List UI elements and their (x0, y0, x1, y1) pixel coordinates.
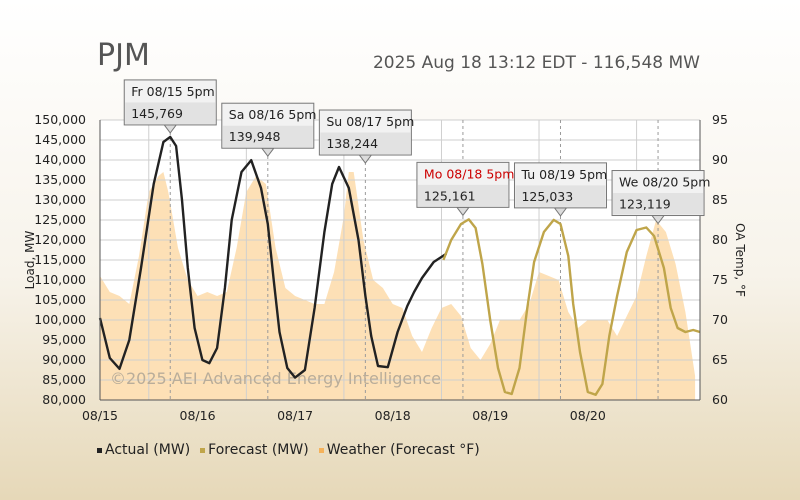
callout-day-label: We 08/20 5pm (619, 175, 710, 190)
y-tick-label: 80,000 (42, 392, 86, 407)
y-tick-label: 140,000 (34, 152, 86, 167)
callout-value-label: 123,119 (619, 197, 671, 212)
legend-item-forecast[interactable]: Forecast (MW) (200, 442, 309, 458)
headline-current-load: 116,548 MW (592, 53, 700, 73)
x-tick-label: 08/18 (375, 408, 411, 423)
peak-callout: Mo 08/18 5pm 125,161 (416, 161, 514, 217)
y-tick-label: 130,000 (34, 192, 86, 207)
y2-tick-label: 90 (712, 152, 728, 167)
series-line-actual (98, 135, 447, 379)
axis-layer: 80,000 85,000 90,000 95,000 100,000 105,000 11… (23, 112, 747, 423)
legend-swatch-forecast (200, 447, 206, 453)
y-tick-label: 100,000 (34, 312, 86, 327)
y2-tick-label: 65 (712, 352, 728, 367)
annotation-layer: Fr 08/15 5pm 145,769 Sa 08/16 5pm 139,948 Su… (123, 79, 710, 225)
x-tick-label: 08/19 (472, 408, 508, 423)
y-tick-label: 110,000 (34, 272, 86, 287)
y-tick-label: 120,000 (34, 232, 86, 247)
y-tick-label: 115,000 (34, 252, 86, 267)
callout-box-shade (417, 184, 508, 207)
callout-day-label: Tu 08/19 5pm (520, 167, 607, 182)
legend-item-actual[interactable]: Actual (MW) (97, 442, 190, 458)
legend-item-weather[interactable]: Weather (Forecast °F) (318, 442, 480, 458)
callout-value-label: 125,033 (521, 189, 573, 204)
y-tick-label: 150,000 (34, 112, 86, 127)
callout-day-label: Mo 08/18 5pm (424, 166, 514, 181)
headline-timestamp: 2025 Aug 18 13:12 EDT (372, 53, 576, 73)
series-line-forecast (442, 218, 701, 396)
y-tick-label: 95,000 (42, 332, 86, 347)
x-tick-label: 08/17 (277, 408, 313, 423)
callout-box-shade (222, 125, 313, 148)
y2-tick-label: 70 (712, 312, 728, 327)
y-tick-label: 90,000 (42, 352, 86, 367)
y-tick-label: 85,000 (42, 372, 86, 387)
callout-value-label: 138,244 (326, 136, 378, 151)
y-axis-title: Load, MW (23, 231, 37, 290)
callout-box-shade (320, 132, 411, 155)
peak-callout: Fr 08/15 5pm 145,769 (123, 79, 217, 134)
callout-day-label: Fr 08/15 5pm (131, 84, 214, 99)
region-title: PJM (97, 38, 150, 73)
callout-value-label: 125,161 (424, 188, 476, 203)
x-tick-label: 08/20 (570, 408, 606, 423)
y2-axis-title: OA Temp, °F (733, 223, 747, 297)
watermark-text: ©2025 AEI Advanced Energy Intelligence (110, 369, 441, 388)
callout-value-label: 139,948 (229, 129, 281, 144)
y-tick-label: 105,000 (34, 292, 86, 307)
legend-label-actual: Actual (MW) (105, 442, 191, 458)
legend-swatch-weather (318, 447, 324, 453)
callout-box-shade (125, 102, 216, 124)
callout-box-shade (515, 185, 606, 207)
x-tick-label: 08/16 (180, 408, 216, 423)
y-tick-label: 145,000 (34, 132, 86, 147)
legend: Actual (MW) Forecast (MW) Weather (Forec… (97, 442, 480, 458)
peak-callout: Sa 08/16 5pm 139,948 (221, 102, 317, 158)
legend-label-forecast: Forecast (MW) (208, 442, 309, 458)
callout-box-shade (613, 193, 704, 215)
callout-day-label: Sa 08/16 5pm (229, 107, 317, 122)
series-layer (98, 135, 701, 396)
headline: 2025 Aug 18 13:12 EDT - 116,548 MW (373, 53, 700, 73)
y2-tick-label: 80 (712, 232, 728, 247)
y2-tick-label: 95 (712, 112, 728, 127)
y2-tick-label: 60 (712, 392, 728, 407)
headline-separator: - (575, 53, 593, 73)
x-tick-label: 08/15 (82, 408, 118, 423)
callout-value-label: 145,769 (131, 106, 183, 121)
peak-callout: We 08/20 5pm 123,119 (611, 170, 710, 225)
y2-tick-label: 75 (712, 272, 728, 287)
weather-area (100, 172, 696, 400)
y-tick-label: 125,000 (34, 212, 86, 227)
legend-label-weather: Weather (Forecast °F) (326, 442, 480, 458)
legend-swatch-actual (97, 447, 102, 453)
y2-tick-label: 85 (712, 192, 728, 207)
y-tick-label: 135,000 (34, 172, 86, 187)
peak-callout: Tu 08/19 5pm 125,033 (513, 162, 607, 217)
peak-callout: Su 08/17 5pm 138,244 (318, 109, 414, 164)
callout-day-label: Su 08/17 5pm (326, 114, 414, 129)
